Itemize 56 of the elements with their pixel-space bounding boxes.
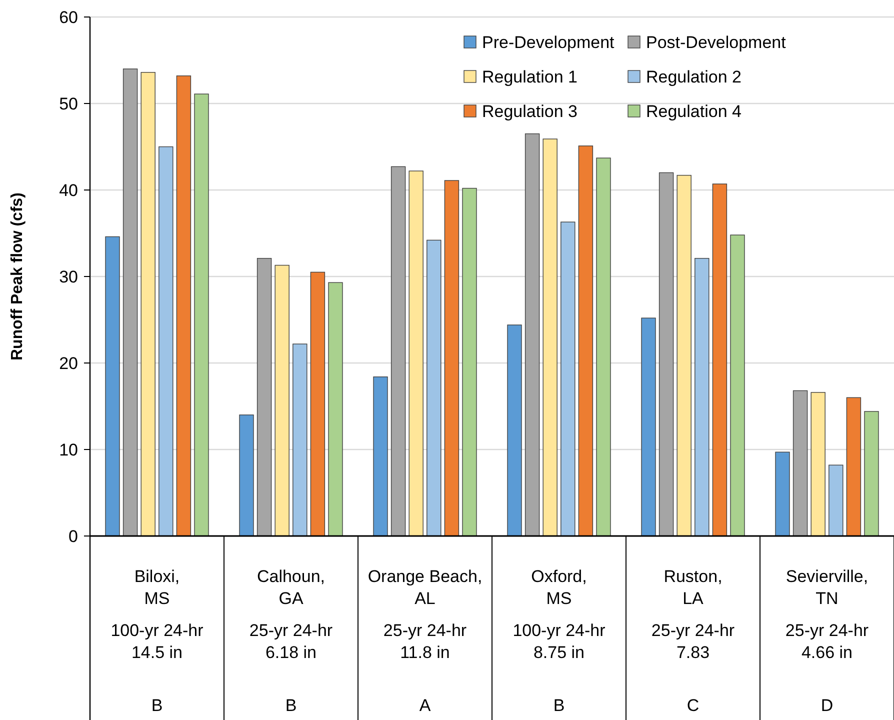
bar (105, 236, 120, 536)
bar (310, 272, 326, 536)
bar (122, 68, 138, 536)
bar (140, 72, 156, 536)
bar (712, 184, 728, 536)
category-label: Biloxi, MS 100-yr 24-hr 14.5 in B (110, 567, 204, 715)
bar (158, 146, 174, 536)
bar (676, 174, 692, 536)
bar (292, 344, 308, 536)
bar (408, 170, 424, 536)
y-tick-label: 10 (59, 440, 78, 460)
legend-label: Pre-Development (482, 32, 615, 52)
category-label: Oxford, MS 100-yr 24-hr 8.75 in B (512, 567, 606, 715)
legend-label: Regulation 1 (482, 67, 578, 86)
bar (239, 414, 254, 536)
bar (194, 94, 209, 536)
bar (596, 158, 611, 536)
bar (390, 166, 406, 536)
y-tick-label: 50 (59, 94, 78, 114)
y-tick-label: 20 (59, 354, 78, 373)
bar (542, 138, 558, 536)
bar (462, 188, 477, 536)
bar (810, 392, 826, 536)
bar (730, 234, 745, 536)
bar (828, 464, 844, 536)
y-tick-label: 60 (59, 8, 78, 27)
category-label: Ruston, LA 25-yr 24-hr 7.83 C (651, 567, 735, 715)
bar (373, 376, 388, 536)
bar (641, 318, 656, 536)
bar (426, 240, 442, 536)
legend-label: Post-Development (646, 32, 786, 52)
bar (256, 258, 272, 536)
legend-label: Regulation 4 (646, 102, 742, 121)
legend-label: Regulation 3 (482, 102, 578, 121)
bar (560, 222, 576, 536)
bar (694, 258, 710, 536)
bar (864, 411, 879, 536)
bar (578, 146, 594, 536)
category-label: Orange Beach, AL 25-yr 24-hr 11.8 in A (368, 567, 482, 715)
y-axis-title: Runoff Peak flow (cfs) (9, 192, 26, 361)
y-tick-label: 40 (59, 180, 78, 200)
bar (658, 172, 674, 536)
legend-label: Regulation 2 (646, 67, 742, 86)
bar (274, 264, 290, 536)
y-tick-label: 0 (68, 526, 78, 546)
category-label: Calhoun, GA 25-yr 24-hr 6.18 in B (249, 567, 333, 715)
bar (507, 324, 522, 536)
bar (176, 75, 192, 536)
bar (328, 282, 343, 536)
bar (846, 397, 862, 536)
y-tick-label: 30 (59, 267, 78, 286)
bar (792, 390, 808, 536)
bar (524, 133, 540, 536)
bar (444, 180, 460, 536)
bar (775, 452, 790, 536)
category-label: Sevierville, TN 25-yr 24-hr 4.66 in D (785, 567, 869, 715)
